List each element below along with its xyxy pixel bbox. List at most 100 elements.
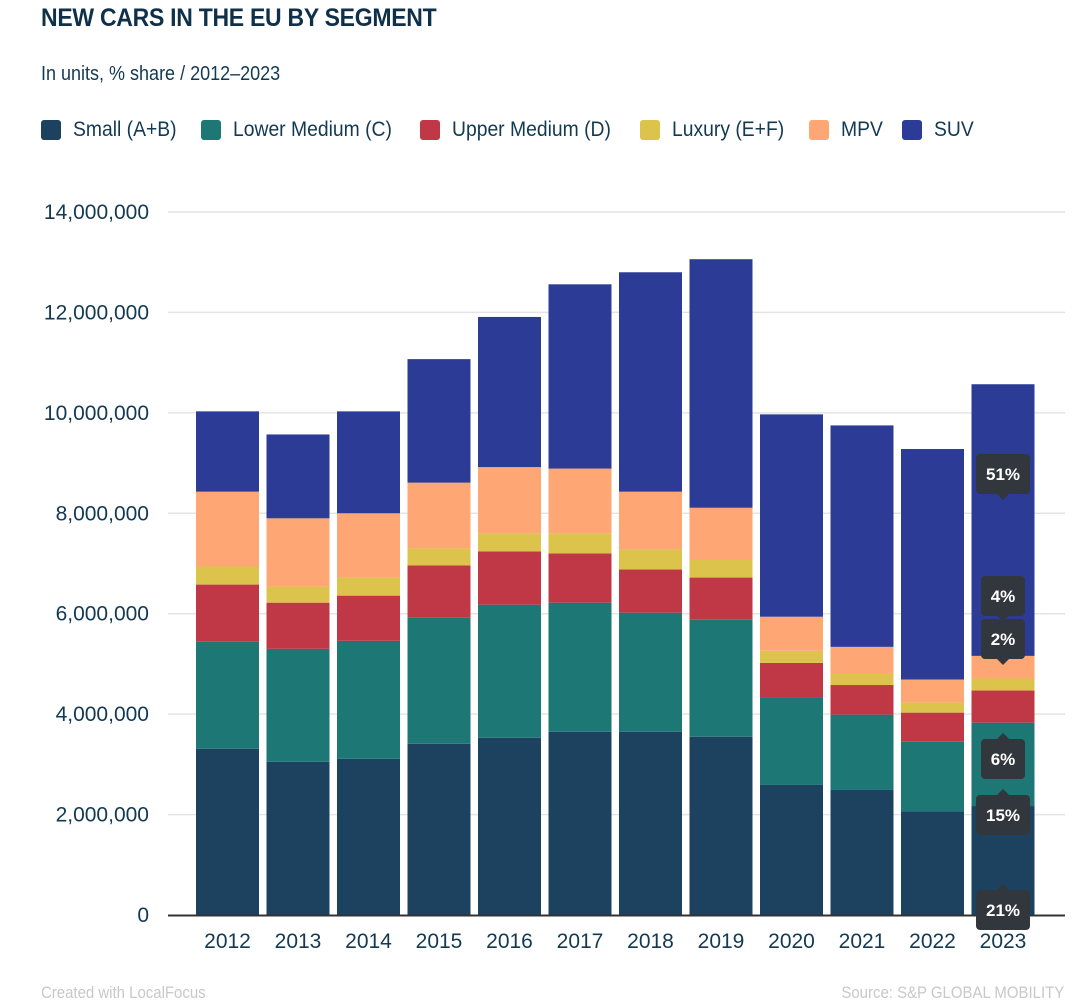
bar-segment-small-a-b-2021[interactable] (830, 789, 894, 915)
bar-segment-luxury-e-f-2013[interactable] (266, 586, 330, 603)
legend-item-mpv[interactable]: MPV (809, 118, 887, 142)
bar-segment-luxury-e-f-2012[interactable] (196, 566, 259, 585)
bar-segment-upper-medium-d-2016[interactable] (478, 551, 541, 605)
bar-segment-lower-medium-c-2013[interactable] (266, 648, 330, 762)
bar-segment-small-a-b-2014[interactable] (337, 758, 400, 915)
bar-segment-lower-medium-c-2019[interactable] (689, 619, 753, 737)
legend-item-lower-medium[interactable]: Lower Medium (C) (200, 118, 406, 142)
bar-segment-upper-medium-d-2019[interactable] (689, 577, 753, 620)
bar-segment-upper-medium-d-2022[interactable] (901, 712, 964, 742)
x-tick-label: 2022 (909, 930, 956, 953)
x-tick-label: 2016 (486, 930, 533, 953)
bar-segment-lower-medium-c-2012[interactable] (196, 641, 259, 749)
bar-segment-lower-medium-c-2016[interactable] (478, 604, 541, 738)
bar-segment-upper-medium-d-2014[interactable] (337, 595, 400, 641)
bar-segment-suv-2022[interactable] (901, 449, 964, 680)
bar-segment-lower-medium-c-2018[interactable] (619, 612, 682, 732)
bar-segment-mpv-2017[interactable] (548, 468, 612, 534)
bar-segment-upper-medium-d-2013[interactable] (266, 602, 330, 649)
bar-segment-upper-medium-d-2023[interactable] (971, 690, 1035, 723)
bar-segment-lower-medium-c-2020[interactable] (760, 697, 823, 785)
bar-segment-small-a-b-2019[interactable] (689, 736, 753, 915)
bar-segment-upper-medium-d-2018[interactable] (619, 569, 682, 613)
bar-segment-suv-2013[interactable] (266, 434, 330, 519)
bar-segment-mpv-2019[interactable] (689, 507, 753, 560)
bar-segment-suv-2012[interactable] (196, 411, 259, 492)
bar-stack-2014[interactable] (337, 411, 400, 915)
legend-item-luxury[interactable]: Luxury (E+F) (640, 118, 794, 142)
bar-segment-upper-medium-d-2020[interactable] (760, 662, 823, 698)
bar-segment-lower-medium-c-2022[interactable] (901, 741, 964, 812)
bar-segment-lower-medium-c-2014[interactable] (337, 640, 400, 759)
bar-segment-luxury-e-f-2017[interactable] (548, 533, 612, 554)
bar-segment-suv-2016[interactable] (478, 316, 541, 468)
bar-segment-luxury-e-f-2016[interactable] (478, 533, 541, 552)
share-label-box (981, 619, 1025, 659)
bar-segment-upper-medium-d-2012[interactable] (196, 584, 259, 642)
y-tick-label: 6,000,000 (56, 603, 149, 626)
bar-stack-2020[interactable] (760, 414, 823, 915)
bar-segment-suv-2017[interactable] (548, 284, 612, 469)
legend-label-small: Small (A+B) (73, 118, 177, 141)
bar-stack-2015[interactable] (407, 359, 471, 915)
bar-segment-lower-medium-c-2017[interactable] (548, 602, 612, 732)
bar-segment-luxury-e-f-2021[interactable] (830, 673, 894, 686)
bar-segment-small-a-b-2022[interactable] (901, 811, 964, 915)
source-text: Source: S&P GLOBAL MOBILITY (841, 983, 1064, 1002)
bar-segment-upper-medium-d-2017[interactable] (548, 553, 612, 603)
bar-stack-2016[interactable] (478, 316, 541, 915)
bar-stack-2022[interactable] (901, 449, 964, 915)
bar-segment-luxury-e-f-2020[interactable] (760, 650, 823, 663)
bar-segment-lower-medium-c-2015[interactable] (407, 617, 471, 744)
bar-stack-2017[interactable] (548, 284, 612, 915)
bar-stack-2019[interactable] (689, 259, 753, 915)
bar-segment-mpv-2021[interactable] (830, 646, 894, 674)
legend-label-suv: SUV (933, 118, 974, 141)
share-label-pointer (997, 733, 1009, 739)
bar-segment-mpv-2023[interactable] (971, 655, 1035, 679)
bar-segment-mpv-2012[interactable] (196, 491, 259, 567)
bar-segment-mpv-2020[interactable] (760, 616, 823, 651)
bar-segment-luxury-e-f-2014[interactable] (337, 577, 400, 596)
share-label-text: 51% (986, 465, 1020, 484)
bar-segment-luxury-e-f-2019[interactable] (689, 559, 753, 578)
bar-segment-suv-2020[interactable] (760, 414, 823, 617)
credit-text[interactable]: Created with LocalFocus (41, 983, 206, 1002)
bar-segment-small-a-b-2020[interactable] (760, 784, 823, 915)
bar-stack-2018[interactable] (619, 272, 682, 915)
bar-stack-2012[interactable] (196, 411, 259, 915)
bar-segment-mpv-2018[interactable] (619, 491, 682, 550)
bar-segment-luxury-e-f-2018[interactable] (619, 549, 682, 570)
bar-segment-suv-2018[interactable] (619, 272, 682, 492)
share-label-small-a-b: 21% (976, 884, 1030, 930)
bar-segment-lower-medium-c-2021[interactable] (830, 714, 894, 790)
bar-stack-2021[interactable] (830, 425, 894, 915)
bar-segment-small-a-b-2016[interactable] (478, 737, 541, 915)
bar-segment-small-a-b-2018[interactable] (619, 731, 682, 915)
x-tick-label: 2012 (204, 930, 251, 953)
bar-segment-suv-2021[interactable] (830, 425, 894, 647)
bar-segment-mpv-2014[interactable] (337, 513, 400, 578)
bar-segment-suv-2015[interactable] (407, 359, 471, 483)
legend-item-upper-medium[interactable]: Upper Medium (D) (420, 118, 625, 142)
bar-segment-small-a-b-2012[interactable] (196, 748, 259, 915)
bar-segment-upper-medium-d-2021[interactable] (830, 685, 894, 715)
legend-item-suv[interactable]: SUV (901, 118, 977, 142)
bar-segment-suv-2019[interactable] (689, 259, 753, 508)
bar-segment-small-a-b-2013[interactable] (266, 761, 330, 915)
bar-segment-luxury-e-f-2023[interactable] (971, 678, 1035, 691)
bar-segment-suv-2014[interactable] (337, 411, 400, 514)
bar-segment-small-a-b-2015[interactable] (407, 743, 471, 915)
legend-item-small[interactable]: Small (A+B) (41, 118, 186, 142)
bar-segment-mpv-2013[interactable] (266, 518, 330, 587)
bar-segment-small-a-b-2017[interactable] (548, 731, 612, 915)
bar-segment-luxury-e-f-2015[interactable] (407, 548, 471, 566)
bar-segment-mpv-2022[interactable] (901, 679, 964, 703)
bar-segment-mpv-2015[interactable] (407, 482, 471, 549)
bar-segment-luxury-e-f-2022[interactable] (901, 702, 964, 713)
bar-segment-upper-medium-d-2015[interactable] (407, 565, 471, 618)
bar-stack-2013[interactable] (266, 434, 330, 915)
share-label-lower-medium-c: 15% (976, 789, 1030, 835)
x-tick-label: 2013 (275, 930, 322, 953)
bar-segment-mpv-2016[interactable] (478, 467, 541, 534)
